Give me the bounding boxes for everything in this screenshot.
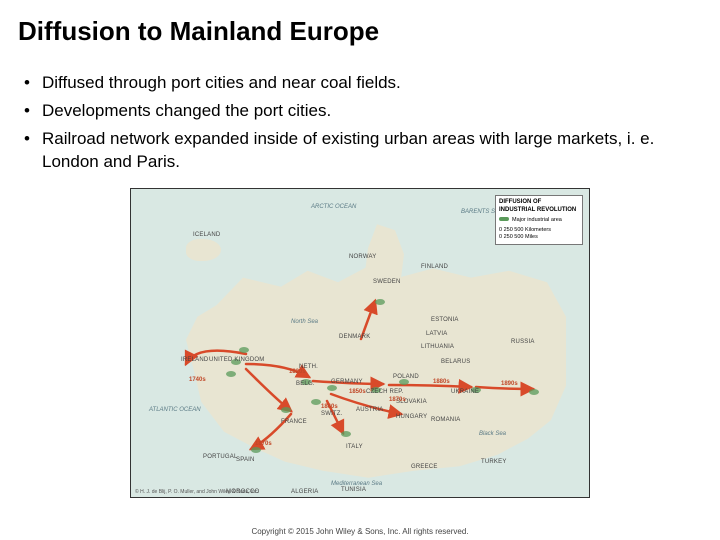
- sea-label: ARCTIC OCEAN: [311, 204, 356, 210]
- map-legend: DIFFUSION OF INDUSTRIAL REVOLUTION Major…: [495, 195, 583, 245]
- country-label: ESTONIA: [431, 317, 459, 323]
- country-label: FRANCE: [281, 419, 307, 425]
- year-label: 1890s: [501, 381, 518, 387]
- country-label: DENMARK: [339, 334, 370, 340]
- year-label: 1860s: [321, 404, 338, 410]
- country-label: GERMANY: [331, 379, 363, 385]
- copyright-footer: Copyright © 2015 John Wiley & Sons, Inc.…: [0, 527, 720, 536]
- year-label: 1880s: [433, 379, 450, 385]
- bullet-list: Diffused through port cities and near co…: [24, 71, 702, 174]
- country-label: FINLAND: [421, 264, 448, 270]
- country-label: GREECE: [411, 464, 438, 470]
- country-label: AUSTRIA: [356, 407, 383, 413]
- country-label: HUNGARY: [396, 414, 427, 420]
- country-label: PORTUGAL: [203, 454, 238, 460]
- diffusion-arrow: [389, 385, 471, 387]
- country-label: ALGERIA: [291, 489, 318, 495]
- country-label: IRELAND: [181, 357, 208, 363]
- year-label: 1740s: [189, 377, 206, 383]
- sea-label: Black Sea: [479, 431, 506, 437]
- country-label: CZECH REP.: [366, 389, 404, 395]
- country-label: SWITZ.: [321, 411, 343, 417]
- country-label: TURKEY: [481, 459, 507, 465]
- diffusion-arrow: [246, 369, 291, 411]
- legend-scale-km: 0 250 500 Kilometers: [499, 227, 579, 234]
- bullet-item: Diffused through port cities and near co…: [24, 71, 702, 95]
- country-label: ITALY: [346, 444, 363, 450]
- year-label: 1870s: [255, 441, 272, 447]
- country-label: SWEDEN: [373, 279, 401, 285]
- map-credit: © H. J. de Blij, P. O. Muller, and John …: [135, 489, 259, 495]
- legend-swatch-icon: [499, 217, 509, 221]
- year-label: 1870s: [389, 397, 406, 403]
- country-label: UNITED KINGDOM: [209, 357, 264, 363]
- bullet-item: Developments changed the port cities.: [24, 99, 702, 123]
- legend-title: DIFFUSION OF INDUSTRIAL REVOLUTION: [499, 199, 579, 215]
- country-label: ROMANIA: [431, 417, 460, 423]
- country-label: BELARUS: [441, 359, 470, 365]
- map-container: ICELAND UNITED KINGDOMIRELAND NORWAY SWEDEN…: [18, 188, 702, 498]
- country-label: LATVIA: [426, 331, 447, 337]
- country-label: NORWAY: [349, 254, 376, 260]
- country-label: LITHUANIA: [421, 344, 454, 350]
- legend-area-label: Major industrial area: [512, 217, 562, 223]
- year-label: 1850s: [349, 389, 366, 395]
- country-label: ICELAND: [193, 232, 220, 238]
- sea-label: ATLANTIC OCEAN: [149, 407, 201, 413]
- bullet-item: Railroad network expanded inside of exis…: [24, 127, 702, 175]
- country-label: POLAND: [393, 374, 419, 380]
- country-label: SPAIN: [236, 457, 255, 463]
- country-label: UKRAINE: [451, 389, 479, 395]
- diffusion-arrow: [476, 387, 533, 389]
- sea-label: North Sea: [291, 319, 318, 325]
- country-label: RUSSIA: [511, 339, 535, 345]
- country-label: TUNISIA: [341, 487, 366, 493]
- sea-label: Mediterranean Sea: [331, 481, 382, 487]
- legend-scale-mi: 0 250 500 Miles: [499, 234, 579, 241]
- legend-row: Major industrial area: [499, 217, 579, 224]
- page-title: Diffusion to Mainland Europe: [18, 16, 702, 47]
- year-label: 1820s: [289, 369, 306, 375]
- country-label: BELG.: [296, 381, 315, 387]
- europe-map: ICELAND UNITED KINGDOMIRELAND NORWAY SWEDEN…: [130, 188, 590, 498]
